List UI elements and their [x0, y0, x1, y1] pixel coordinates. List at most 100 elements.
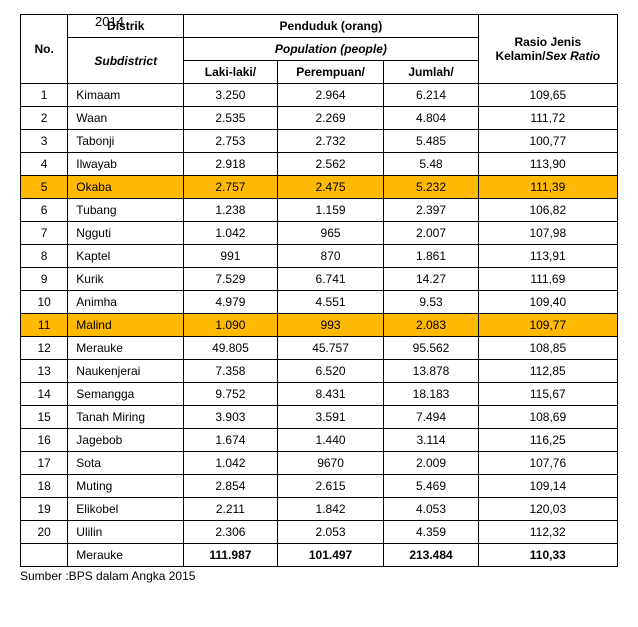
cell-perem: 1.842 [277, 498, 384, 521]
cell-perem: 4.551 [277, 291, 384, 314]
cell-district: Tanah Miring [68, 406, 184, 429]
header-no: No. [21, 15, 68, 84]
cell-laki: 2.211 [184, 498, 277, 521]
cell-laki: 2.753 [184, 130, 277, 153]
cell-no: 11 [21, 314, 68, 337]
cell-ratio: 113,90 [478, 153, 617, 176]
cell-ratio: 109,40 [478, 291, 617, 314]
table-row: 2Waan2.5352.2694.804111,72 [21, 107, 618, 130]
cell-perem: 2.269 [277, 107, 384, 130]
table-row: 16Jagebob1.6741.4403.114116,25 [21, 429, 618, 452]
cell-ratio: 100,77 [478, 130, 617, 153]
cell-ratio: 108,69 [478, 406, 617, 429]
header-laki: Laki-laki/ [184, 61, 277, 84]
cell-perem: 965 [277, 222, 384, 245]
table-row: 15Tanah Miring3.9033.5917.494108,69 [21, 406, 618, 429]
cell-jumlah: 4.053 [384, 498, 478, 521]
cell-no: 9 [21, 268, 68, 291]
cell-jumlah: 14.27 [384, 268, 478, 291]
cell-jumlah: 2.007 [384, 222, 478, 245]
cell-district: Naukenjerai [68, 360, 184, 383]
cell-no: 16 [21, 429, 68, 452]
header-penduduk: Penduduk (orang) [184, 15, 478, 38]
cell-district: Kimaam [68, 84, 184, 107]
cell-ratio: 110,33 [478, 544, 617, 567]
cell-ratio: 115,67 [478, 383, 617, 406]
table-row: 7Ngguti1.0429652.007107,98 [21, 222, 618, 245]
cell-perem: 2.615 [277, 475, 384, 498]
cell-perem: 993 [277, 314, 384, 337]
cell-district: Jagebob [68, 429, 184, 452]
cell-no: 19 [21, 498, 68, 521]
cell-district: Muting [68, 475, 184, 498]
cell-perem: 6.741 [277, 268, 384, 291]
cell-district: Tubang [68, 199, 184, 222]
cell-district: Ngguti [68, 222, 184, 245]
cell-district: Kaptel [68, 245, 184, 268]
cell-perem: 6.520 [277, 360, 384, 383]
cell-jumlah: 2.083 [384, 314, 478, 337]
cell-laki: 7.529 [184, 268, 277, 291]
table-row: 10Animha4.9794.5519.53109,40 [21, 291, 618, 314]
cell-jumlah: 6.214 [384, 84, 478, 107]
cell-district: Semangga [68, 383, 184, 406]
cell-district: Sota [68, 452, 184, 475]
cell-district: Merauke [68, 544, 184, 567]
cell-perem: 45.757 [277, 337, 384, 360]
cell-ratio: 107,76 [478, 452, 617, 475]
cell-no: 18 [21, 475, 68, 498]
cell-jumlah: 7.494 [384, 406, 478, 429]
cell-jumlah: 2.397 [384, 199, 478, 222]
cell-ratio: 111,69 [478, 268, 617, 291]
cell-no: 3 [21, 130, 68, 153]
cell-laki: 2.854 [184, 475, 277, 498]
cell-perem: 8.431 [277, 383, 384, 406]
cell-ratio: 109,14 [478, 475, 617, 498]
cell-no: 2 [21, 107, 68, 130]
table-row: 11Malind1.0909932.083109,77 [21, 314, 618, 337]
table-row-total: Merauke111.987101.497213.484110,33 [21, 544, 618, 567]
cell-no: 15 [21, 406, 68, 429]
header-subdistrict: Subdistrict [68, 38, 184, 84]
cell-ratio: 106,82 [478, 199, 617, 222]
header-jumlah: Jumlah/ [384, 61, 478, 84]
cell-perem: 2.732 [277, 130, 384, 153]
cell-laki: 2.306 [184, 521, 277, 544]
cell-no: 7 [21, 222, 68, 245]
cell-jumlah: 5.48 [384, 153, 478, 176]
cell-perem: 3.591 [277, 406, 384, 429]
cell-no: 17 [21, 452, 68, 475]
table-row: 1Kimaam3.2502.9646.214109,65 [21, 84, 618, 107]
cell-district: Waan [68, 107, 184, 130]
cell-jumlah: 5.232 [384, 176, 478, 199]
cell-jumlah: 9.53 [384, 291, 478, 314]
cell-no: 4 [21, 153, 68, 176]
cell-no: 8 [21, 245, 68, 268]
cell-jumlah: 18.183 [384, 383, 478, 406]
table-row: 3Tabonji2.7532.7325.485100,77 [21, 130, 618, 153]
cell-perem: 2.053 [277, 521, 384, 544]
cell-jumlah: 5.485 [384, 130, 478, 153]
cell-ratio: 112,85 [478, 360, 617, 383]
cell-jumlah: 3.114 [384, 429, 478, 452]
table-row: 12Merauke49.80545.75795.562108,85 [21, 337, 618, 360]
cell-district: Kurik [68, 268, 184, 291]
header-ratio-line2b: Sex Ratio [545, 49, 600, 63]
cell-jumlah: 4.804 [384, 107, 478, 130]
cell-laki: 7.358 [184, 360, 277, 383]
table-row: 14Semangga9.7528.43118.183115,67 [21, 383, 618, 406]
cell-jumlah: 95.562 [384, 337, 478, 360]
cell-no: 20 [21, 521, 68, 544]
table-row: 18Muting2.8542.6155.469109,14 [21, 475, 618, 498]
cell-ratio: 109,77 [478, 314, 617, 337]
cell-jumlah: 2.009 [384, 452, 478, 475]
cell-ratio: 108,85 [478, 337, 617, 360]
cell-perem: 9670 [277, 452, 384, 475]
cell-laki: 9.752 [184, 383, 277, 406]
cell-laki: 4.979 [184, 291, 277, 314]
cell-perem: 1.440 [277, 429, 384, 452]
cell-ratio: 112,32 [478, 521, 617, 544]
year-label: 2014 [95, 14, 124, 29]
cell-ratio: 111,72 [478, 107, 617, 130]
cell-jumlah: 13.878 [384, 360, 478, 383]
